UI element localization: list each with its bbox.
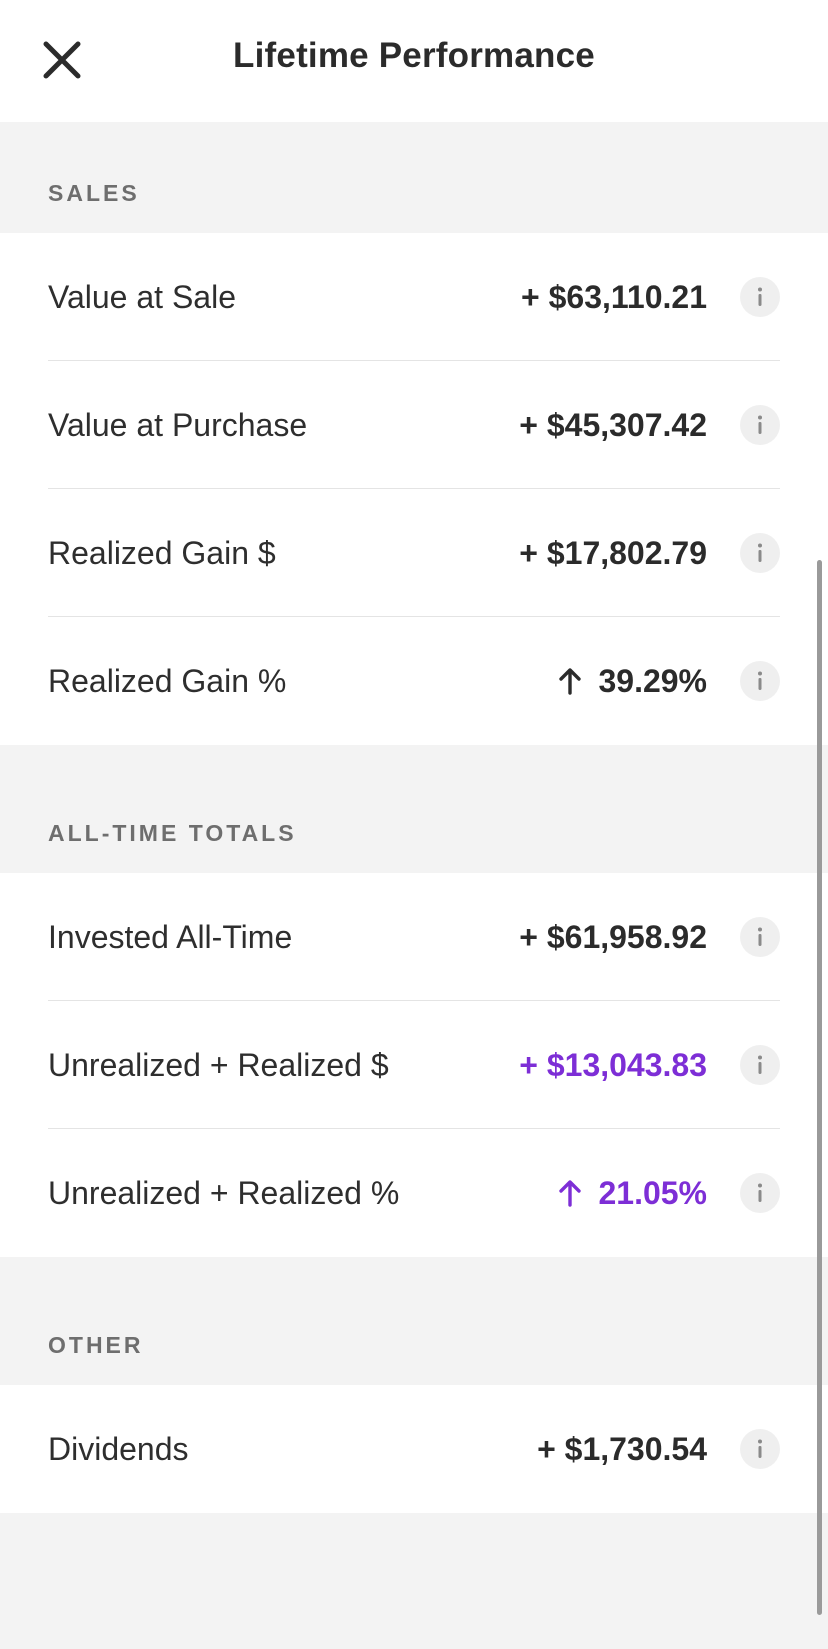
row-realized-gain-percent: Realized Gain % 39.29% (0, 617, 828, 745)
info-button[interactable] (740, 277, 780, 317)
row-invested-all-time: Invested All-Time + $61,958.92 (0, 873, 828, 1001)
row-value-at-purchase: Value at Purchase + $45,307.42 (0, 361, 828, 489)
row-dividends: Dividends + $1,730.54 (0, 1385, 828, 1513)
divider (48, 1128, 780, 1129)
row-value-wrap: 21.05% (558, 1129, 707, 1257)
row-value-wrap: 39.29% (558, 617, 707, 745)
info-icon (758, 543, 762, 562)
info-icon (758, 415, 762, 434)
close-icon (43, 41, 81, 79)
info-icon (758, 927, 762, 946)
section-label-other: OTHER (48, 1332, 144, 1358)
info-icon (758, 1183, 762, 1202)
row-value: + $17,802.79 (519, 535, 707, 571)
row-value: 21.05% (598, 1175, 707, 1211)
section-header-sales: SALES (0, 122, 828, 233)
close-button[interactable] (40, 38, 84, 82)
row-label: Value at Purchase (48, 407, 308, 443)
divider (48, 1000, 780, 1001)
divider (48, 616, 780, 617)
row-value: 39.29% (598, 663, 707, 699)
row-label: Unrealized + Realized $ (48, 1047, 389, 1083)
info-button[interactable] (740, 1173, 780, 1213)
totals-group: Invested All-Time + $61,958.92 Unrealize… (0, 873, 828, 1257)
row-value: + $63,110.21 (521, 279, 707, 315)
sales-group: Value at Sale + $63,110.21 Value at Purc… (0, 233, 828, 745)
row-unrealized-realized-percent: Unrealized + Realized % 21.05% (0, 1129, 828, 1257)
row-value-at-sale: Value at Sale + $63,110.21 (0, 233, 828, 361)
row-unrealized-realized-dollar: Unrealized + Realized $ + $13,043.83 (0, 1001, 828, 1129)
row-realized-gain-dollar: Realized Gain $ + $17,802.79 (0, 489, 828, 617)
row-label: Realized Gain $ (48, 535, 276, 571)
page-title: Lifetime Performance (233, 36, 595, 75)
info-button[interactable] (740, 1429, 780, 1469)
info-icon (758, 287, 762, 306)
info-button[interactable] (740, 661, 780, 701)
header: Lifetime Performance (0, 0, 828, 122)
arrow-up-icon (559, 668, 582, 695)
info-button[interactable] (740, 917, 780, 957)
info-icon (758, 671, 762, 690)
info-icon (758, 1439, 762, 1458)
row-value: + $1,730.54 (537, 1431, 707, 1467)
other-group: Dividends + $1,730.54 (0, 1385, 828, 1513)
info-button[interactable] (740, 533, 780, 573)
row-value: + $45,307.42 (519, 407, 707, 443)
row-label: Dividends (48, 1431, 189, 1467)
arrow-up-icon (559, 1180, 582, 1207)
row-label: Unrealized + Realized % (48, 1175, 400, 1211)
section-header-totals: ALL-TIME TOTALS (0, 745, 828, 873)
row-label: Invested All-Time (48, 919, 293, 955)
divider (48, 488, 780, 489)
divider (48, 360, 780, 361)
row-label: Realized Gain % (48, 663, 287, 699)
row-value: + $61,958.92 (519, 919, 707, 955)
info-button[interactable] (740, 405, 780, 445)
row-label: Value at Sale (48, 279, 236, 315)
info-icon (758, 1055, 762, 1074)
info-button[interactable] (740, 1045, 780, 1085)
row-value: + $13,043.83 (519, 1047, 707, 1083)
section-header-other: OTHER (0, 1257, 828, 1385)
section-label-totals: ALL-TIME TOTALS (48, 820, 297, 846)
scrollbar[interactable] (817, 560, 822, 1615)
section-label-sales: SALES (48, 180, 140, 206)
